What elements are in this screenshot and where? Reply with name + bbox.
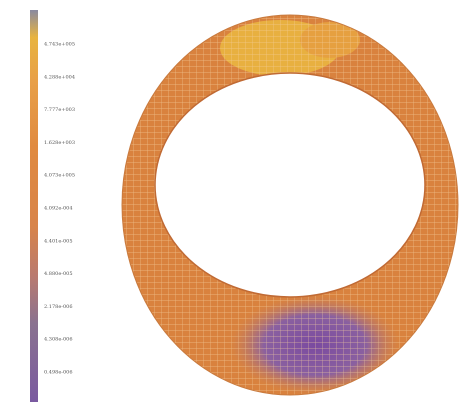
legend-label: 0.498e-006: [44, 370, 73, 376]
inner-rim: [154, 72, 426, 298]
legend-label: 2.178e-006: [44, 304, 73, 310]
color-bar: [30, 10, 38, 402]
legend-label: 4.073e+005: [44, 173, 75, 179]
legend-label: 7.777e+003: [44, 107, 75, 113]
legend-labels: 4.743e+005 4.288e+004 7.777e+003 1.628e+003…: [44, 42, 75, 376]
legend-label: 4.308e-006: [44, 337, 73, 343]
legend-label: 4.401e-005: [44, 238, 73, 244]
legend-label: 4.880e-005: [44, 271, 73, 277]
legend-label: 4.092e-004: [44, 206, 73, 212]
legend-label: 4.743e+005: [44, 42, 75, 48]
outer-rim: [121, 14, 459, 396]
legend-label: 4.288e+004: [44, 74, 75, 80]
legend-label: 1.628e+003: [44, 140, 75, 146]
